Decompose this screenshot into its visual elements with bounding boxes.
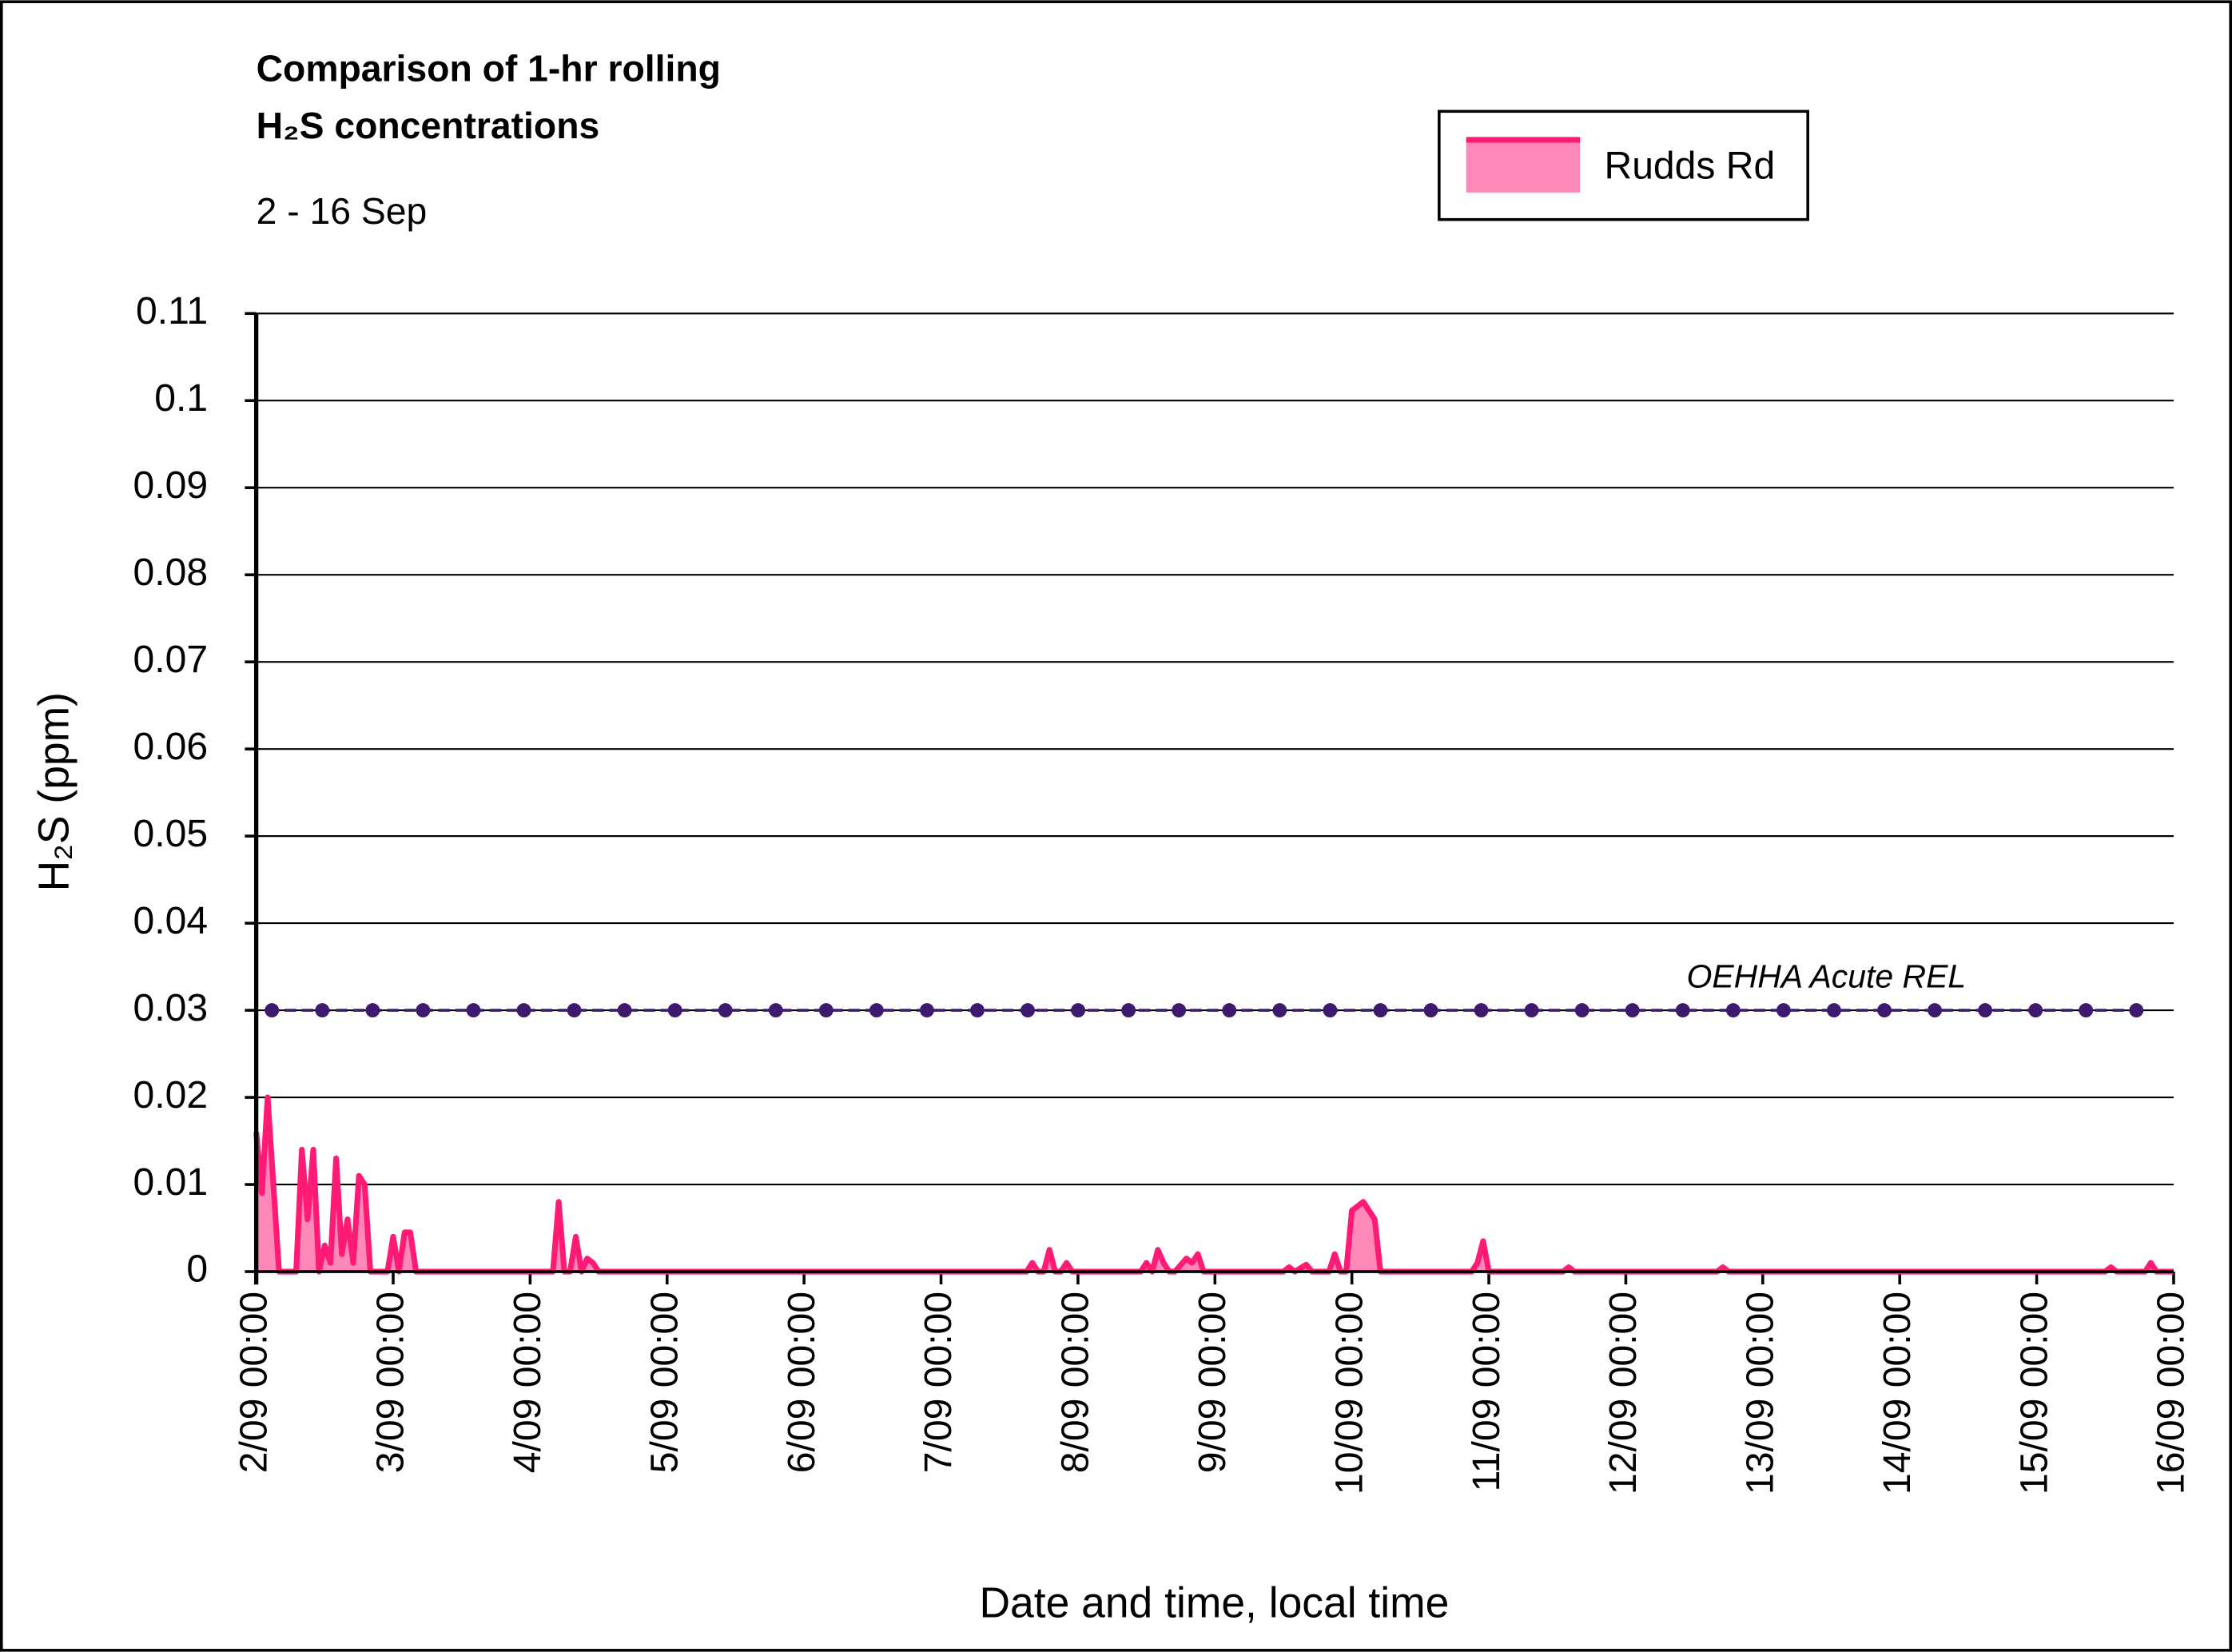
- x-tick-label: 6/09 00:00: [780, 1292, 823, 1473]
- x-tick-label: 3/09 00:00: [369, 1292, 412, 1473]
- reference-marker: [768, 1003, 783, 1017]
- x-tick-label: 16/09 00:00: [2150, 1292, 2193, 1495]
- chart-title: Comparison of 1-hr rolling: [257, 48, 721, 90]
- reference-marker: [466, 1003, 481, 1017]
- reference-marker: [818, 1003, 834, 1017]
- reference-marker: [1423, 1003, 1438, 1017]
- reference-marker: [1675, 1003, 1690, 1017]
- reference-marker: [1272, 1003, 1287, 1017]
- y-axis-label: H₂S (ppm): [30, 692, 78, 891]
- x-tick-label: 15/09 00:00: [2012, 1292, 2055, 1495]
- y-tick-label: 0.11: [136, 289, 208, 332]
- x-tick-label: 14/09 00:00: [1876, 1292, 1919, 1495]
- y-tick-label: 0.02: [133, 1073, 208, 1117]
- reference-marker: [567, 1003, 582, 1017]
- reference-marker: [970, 1003, 985, 1017]
- reference-marker: [1928, 1003, 1942, 1017]
- y-tick-label: 0.09: [133, 464, 208, 507]
- x-tick-label: 9/09 00:00: [1191, 1292, 1234, 1473]
- reference-marker: [2129, 1003, 2144, 1017]
- reference-marker: [1373, 1003, 1388, 1017]
- chart-title: H₂S concentrations: [257, 105, 600, 146]
- reference-marker: [1725, 1003, 1741, 1017]
- reference-marker: [1172, 1003, 1187, 1017]
- x-tick-label: 7/09 00:00: [917, 1292, 960, 1473]
- reference-marker: [1474, 1003, 1489, 1017]
- x-tick-label: 8/09 00:00: [1054, 1292, 1097, 1473]
- x-axis-label: Date and time, local time: [979, 1580, 1449, 1627]
- legend-label: Rudds Rd: [1604, 144, 1775, 187]
- reference-marker: [1323, 1003, 1338, 1017]
- reference-marker: [1222, 1003, 1237, 1017]
- y-tick-label: 0.04: [133, 899, 208, 942]
- reference-marker: [265, 1003, 280, 1017]
- y-tick-label: 0.06: [133, 725, 208, 768]
- x-tick-label: 13/09 00:00: [1739, 1292, 1782, 1495]
- reference-marker: [365, 1003, 380, 1017]
- reference-marker: [1574, 1003, 1589, 1017]
- reference-marker: [1827, 1003, 1841, 1017]
- reference-marker: [1625, 1003, 1640, 1017]
- x-tick-label: 11/09 00:00: [1465, 1292, 1508, 1491]
- y-tick-label: 0.08: [133, 551, 208, 594]
- reference-marker: [920, 1003, 934, 1017]
- y-tick-label: 0.1: [154, 376, 208, 420]
- reference-marker: [718, 1003, 733, 1017]
- reference-marker: [2028, 1003, 2043, 1017]
- reference-marker: [1776, 1003, 1791, 1017]
- y-tick-label: 0.03: [133, 986, 208, 1029]
- reference-marker: [1121, 1003, 1136, 1017]
- reference-marker: [1877, 1003, 1892, 1017]
- reference-marker: [1978, 1003, 1993, 1017]
- y-tick-label: 0.01: [133, 1160, 208, 1204]
- y-tick-label: 0: [186, 1248, 208, 1291]
- reference-marker: [1071, 1003, 1086, 1017]
- reference-label: OEHHA Acute REL: [1686, 958, 1966, 995]
- reference-marker: [1021, 1003, 1035, 1017]
- y-tick-label: 0.05: [133, 812, 208, 855]
- x-tick-label: 2/09 00:00: [232, 1292, 275, 1473]
- reference-marker: [667, 1003, 682, 1017]
- reference-marker: [1524, 1003, 1539, 1017]
- reference-marker: [617, 1003, 632, 1017]
- reference-marker: [516, 1003, 531, 1017]
- x-tick-label: 5/09 00:00: [643, 1292, 686, 1473]
- chart-subtitle: 2 - 16 Sep: [257, 190, 428, 232]
- legend-swatch: [1466, 139, 1581, 193]
- x-tick-label: 12/09 00:00: [1601, 1292, 1645, 1495]
- y-tick-label: 0.07: [133, 638, 208, 681]
- x-tick-label: 10/09 00:00: [1327, 1292, 1371, 1495]
- reference-marker: [869, 1003, 884, 1017]
- reference-marker: [315, 1003, 330, 1017]
- reference-marker: [416, 1003, 431, 1017]
- reference-marker: [2079, 1003, 2094, 1017]
- x-tick-label: 4/09 00:00: [506, 1292, 549, 1473]
